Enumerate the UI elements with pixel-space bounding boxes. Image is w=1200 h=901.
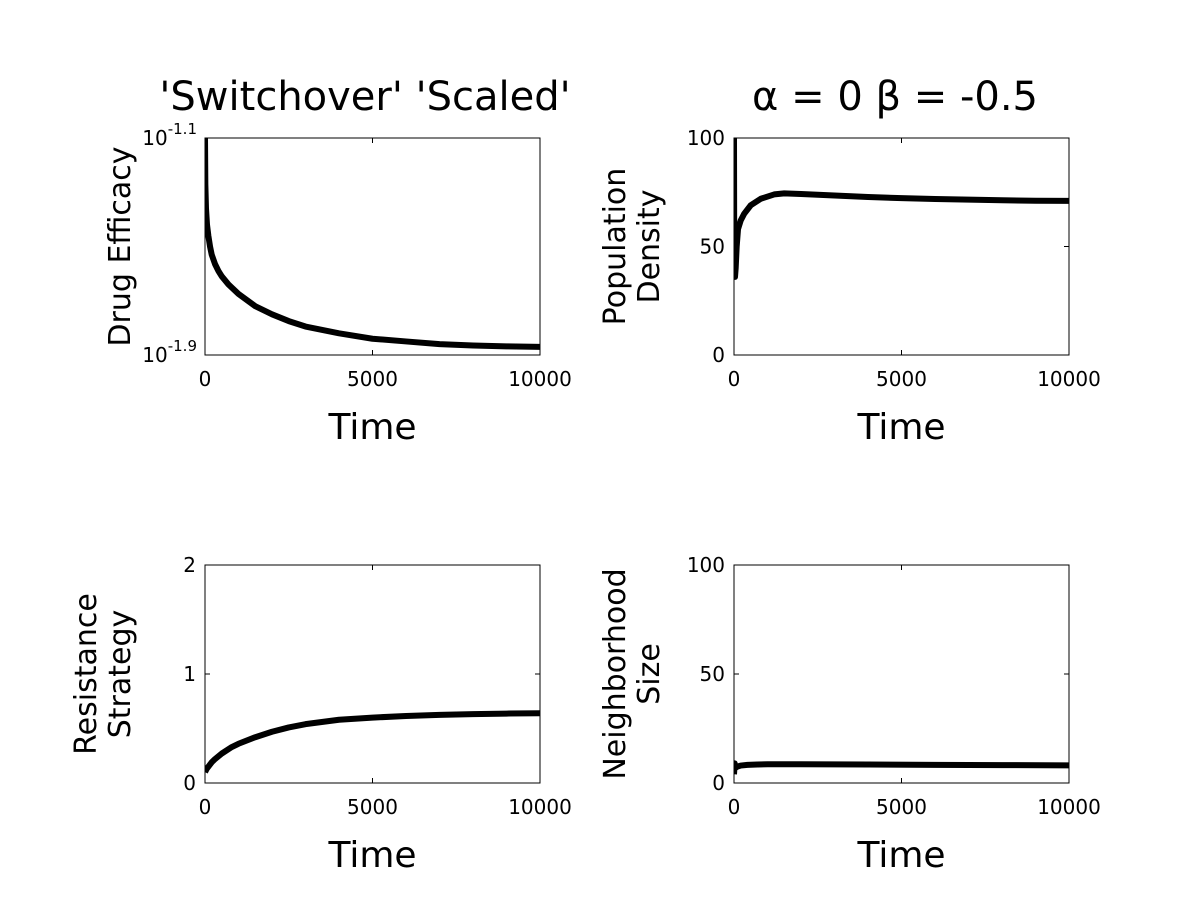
y-axis-label: Drug Efficacy xyxy=(103,146,138,346)
y-axis-label: Strategy xyxy=(103,610,138,739)
x-tick-label: 10000 xyxy=(1037,367,1101,391)
x-tick-label: 0 xyxy=(728,367,741,391)
x-tick-label: 5000 xyxy=(347,367,398,391)
panel-drug-efficacy: 0 5000 10000 10-1.1 10-1.9 Time Drug Efficacy xyxy=(103,120,572,448)
x-tick-label: 5000 xyxy=(876,367,927,391)
series-line xyxy=(734,760,1069,775)
series-line xyxy=(734,138,1069,280)
x-tick-label: 10000 xyxy=(508,367,572,391)
axes-box xyxy=(733,137,1070,356)
x-axis-label: Time xyxy=(856,835,945,876)
x-axis-label: Time xyxy=(856,407,945,448)
y-tick-label: 10-1.9 xyxy=(142,337,197,367)
y-axis-label: Population xyxy=(598,168,633,326)
x-tick-label: 5000 xyxy=(347,795,398,819)
x-tick-label: 0 xyxy=(199,795,212,819)
y-tick-label: 50 xyxy=(700,662,725,686)
y-tick-label: 10-1.1 xyxy=(142,120,197,150)
series-line xyxy=(205,138,540,350)
axes-box xyxy=(204,564,541,784)
x-tick-label: 0 xyxy=(199,367,212,391)
y-axis-label: Size xyxy=(632,643,667,705)
y-tick-label: 0 xyxy=(183,771,196,795)
x-axis-label: Time xyxy=(327,407,416,448)
y-axis-label: Resistance xyxy=(69,593,104,755)
x-tick-label: 10000 xyxy=(1037,795,1101,819)
y-axis-label: Density xyxy=(632,189,667,303)
x-axis-label: Time xyxy=(327,835,416,876)
y-tick-label: 100 xyxy=(687,126,725,150)
y-tick-label: 50 xyxy=(700,235,725,259)
axes-box xyxy=(733,564,1070,784)
panel-neighborhood-size: 0 5000 10000 0 50 100 Time Neighborhood Size xyxy=(598,553,1101,876)
series-line xyxy=(205,710,540,774)
y-tick-label: 0 xyxy=(712,343,725,367)
y-axis-label: Neighborhood xyxy=(598,568,633,779)
panel-resistance-strategy: 0 5000 10000 0 1 2 Time Resistance Strategy xyxy=(69,553,572,876)
x-tick-label: 10000 xyxy=(508,795,572,819)
figure-title-right: α = 0 β = -0.5 xyxy=(752,74,1038,120)
x-tick-label: 5000 xyxy=(876,795,927,819)
axes-box xyxy=(204,137,541,356)
x-tick-label: 0 xyxy=(728,795,741,819)
y-tick-label: 2 xyxy=(183,553,196,577)
figure-title-left: 'Switchover' 'Scaled' xyxy=(159,74,570,120)
y-tick-label: 0 xyxy=(712,771,725,795)
panel-population-density: 0 5000 10000 0 50 100 Time Population Density xyxy=(598,126,1101,448)
y-tick-label: 100 xyxy=(687,553,725,577)
y-tick-label: 1 xyxy=(183,662,196,686)
